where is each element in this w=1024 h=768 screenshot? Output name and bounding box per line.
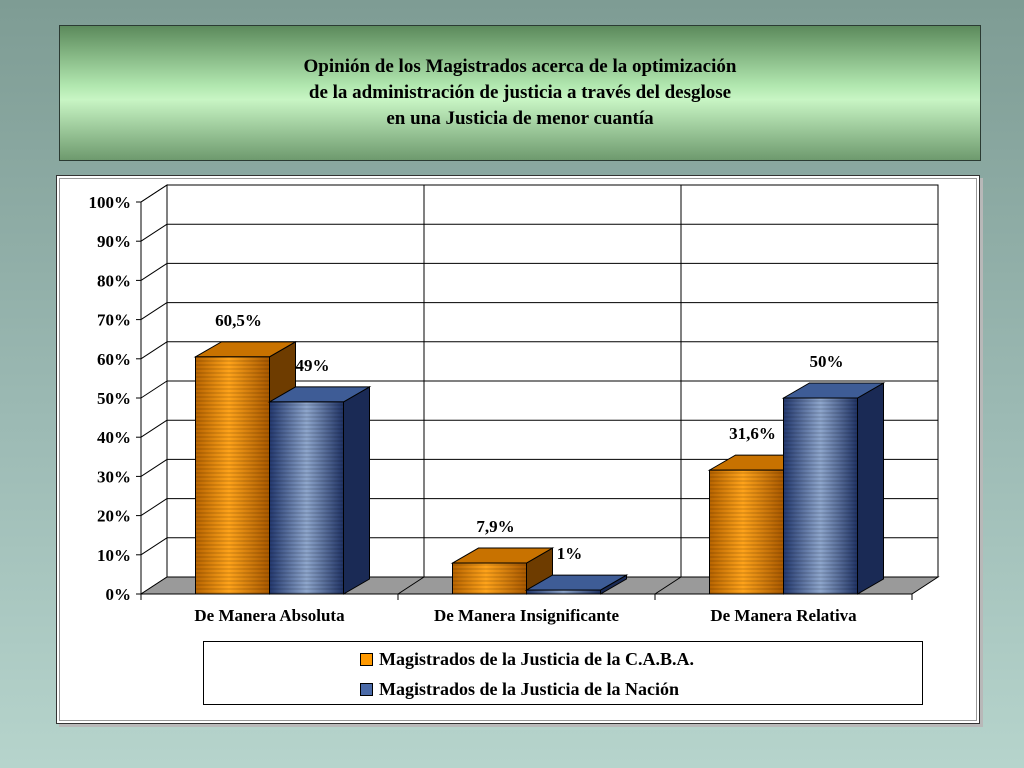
gridline-side [140,419,168,438]
y-tick-label: 100% [89,193,132,212]
y-tick-label: 10% [97,546,131,565]
bar-orange-1-texture [452,563,527,594]
gridline-side [140,458,168,477]
gridline-side [140,262,168,281]
y-tick-label: 0% [106,585,132,604]
data-label-blue-1: 1% [557,544,583,563]
bar-blue-0-side [343,386,370,595]
y-tick-label: 60% [97,350,131,369]
y-tick-label: 20% [97,507,131,526]
y-tick-label: 80% [97,271,131,290]
bar-blue-2-side [857,382,884,595]
y-tick-label: 50% [97,389,131,408]
bar-blue-2 [781,382,886,595]
y-tick-label: 30% [97,467,131,486]
y-tick-label: 90% [97,232,131,251]
gridline-side [140,537,168,556]
y-tick-label: 40% [97,428,131,447]
bar-blue-0 [267,386,372,595]
bar-orange-0-texture [195,356,270,594]
legend: Magistrados de la Justicia de la C.A.B.A… [203,641,923,705]
bar-blue-0-texture [269,401,344,594]
y-tick-label: 70% [97,311,131,330]
category-divider-floor [397,576,425,595]
data-label-orange-1: 7,9% [476,517,514,536]
bar-orange-2 [707,454,812,595]
bar-blue-2-texture [783,398,858,594]
x-tick-label: De Manera Absoluta [194,606,345,625]
legend-label-nacion: Magistrados de la Justicia de la Nación [379,678,679,699]
gridline-side [140,380,168,399]
gridline-side [140,341,168,360]
data-label-blue-0: 49% [296,356,330,375]
bar-blue-1-texture [526,590,601,594]
x-tick-label: De Manera Relativa [710,606,857,625]
category-divider-floor [654,576,682,595]
legend-swatch-orange [360,652,373,666]
x-tick-label: De Manera Insignificante [434,606,620,625]
data-label-blue-2: 50% [810,352,844,371]
gridline-side [140,184,168,203]
bar-orange-2-texture [709,470,784,594]
data-label-orange-2: 31,6% [729,424,776,443]
gridline-side [140,223,168,242]
title-banner: Opinión de los Magistrados acerca de la … [59,25,981,161]
gridline-side [140,498,168,517]
legend-item-caba: Magistrados de la Justicia de la C.A.B.A… [360,648,694,670]
legend-item-nacion: Magistrados de la Justicia de la Nación [360,678,679,700]
chart-title: Opinión de los Magistrados acerca de la … [303,56,737,129]
gridline-side [140,302,168,321]
bar-blue-1 [524,574,629,595]
legend-label-caba: Magistrados de la Justicia de la C.A.B.A… [379,648,694,669]
data-label-orange-0: 60,5% [215,311,262,330]
legend-swatch-blue [360,682,373,696]
